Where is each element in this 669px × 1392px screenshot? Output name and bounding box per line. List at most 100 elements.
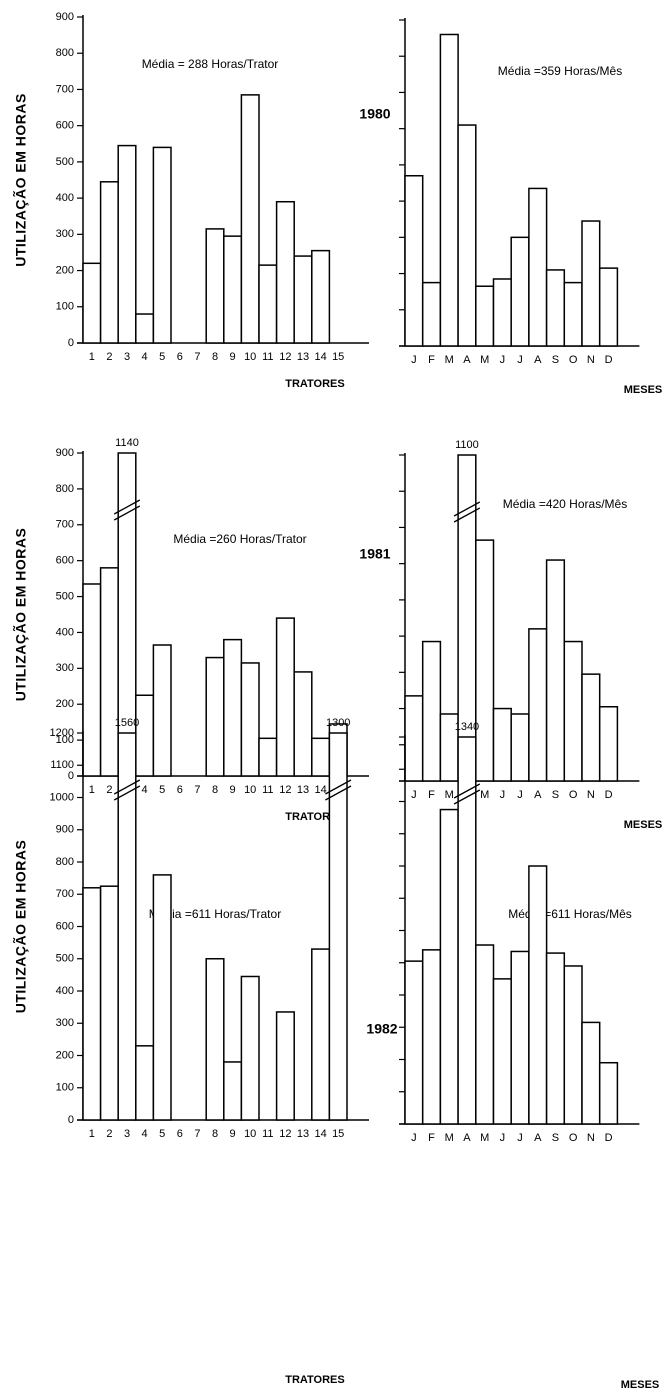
axis-break xyxy=(325,779,352,795)
bar xyxy=(510,236,530,347)
annotation: Média =611 Horas/Mês xyxy=(508,907,632,921)
y-tick-label: 900 xyxy=(56,11,74,23)
y-tick-label: 300 xyxy=(56,662,74,674)
y-tick-label: 800 xyxy=(56,47,74,59)
x-tick-label: 7 xyxy=(194,784,200,796)
bar-top xyxy=(117,732,137,734)
x-tick-label: F xyxy=(428,789,435,801)
bar xyxy=(135,1045,155,1121)
x-tick-label: 13 xyxy=(297,784,309,796)
bar xyxy=(492,707,512,782)
annotation: Média =420 Horas/Mês xyxy=(503,497,627,511)
x-tick-label: 4 xyxy=(142,784,148,796)
x-tick-label: 5 xyxy=(159,1128,165,1140)
bar xyxy=(492,278,512,347)
value-label: 1560 xyxy=(115,717,139,729)
bar xyxy=(152,644,172,777)
x-tick-label: 4 xyxy=(142,351,148,363)
x-tick-label: J xyxy=(411,789,417,801)
x-tick-label: 15 xyxy=(332,1128,344,1140)
x-tick-label: A xyxy=(534,354,542,366)
y-tick-label: 600 xyxy=(56,920,74,932)
y-axis-label: UTILIZAÇÃO EM HORAS xyxy=(12,528,29,702)
x-tick-label: M xyxy=(445,1132,454,1144)
x-tick-label: 2 xyxy=(106,351,112,363)
x-axis-label: MESES xyxy=(621,1379,660,1391)
x-tick-label: O xyxy=(569,1132,578,1144)
x-tick-label: O xyxy=(569,354,578,366)
annotation: Média =260 Horas/Trator xyxy=(173,532,306,546)
bar xyxy=(457,124,477,347)
x-tick-label: A xyxy=(463,1132,471,1144)
x-tick-label: 9 xyxy=(230,351,236,363)
x-tick-label: 13 xyxy=(297,351,309,363)
bar xyxy=(598,267,619,347)
year-label: 1981 xyxy=(359,546,390,562)
x-tick-label: J xyxy=(517,789,523,801)
x-tick-label: S xyxy=(552,1132,559,1144)
x-tick-label: 10 xyxy=(244,784,256,796)
x-tick-label: 1 xyxy=(89,1128,95,1140)
x-tick-label: F xyxy=(428,1132,435,1144)
x-tick-label: J xyxy=(517,1132,523,1144)
x-tick-label: 7 xyxy=(194,1128,200,1140)
x-tick-label: 12 xyxy=(279,351,291,363)
x-tick-label: A xyxy=(534,1132,542,1144)
x-tick-label: 2 xyxy=(106,784,112,796)
bar xyxy=(223,235,243,344)
x-tick-label: 3 xyxy=(124,351,130,363)
annotation: Média =359 Horas/Mês xyxy=(498,64,622,78)
bar xyxy=(404,175,424,347)
bar xyxy=(581,673,601,782)
x-tick-label: J xyxy=(411,1132,417,1144)
bar xyxy=(563,281,583,347)
bar xyxy=(135,694,155,777)
bar xyxy=(421,281,442,347)
x-tick-label: 10 xyxy=(244,1128,256,1140)
bar xyxy=(223,638,243,777)
y-tick-label: 800 xyxy=(56,856,74,868)
bar xyxy=(99,885,119,1121)
x-tick-label: 14 xyxy=(314,351,326,363)
bar xyxy=(404,960,424,1125)
bar xyxy=(528,628,548,782)
bar xyxy=(475,944,495,1125)
axis-break xyxy=(453,507,481,523)
bar-top xyxy=(117,452,137,454)
bar xyxy=(82,262,102,344)
bar xyxy=(492,978,512,1125)
y-tick-label: 500 xyxy=(56,156,74,168)
x-tick-label: 12 xyxy=(279,1128,291,1140)
annotation: Média =611 Horas/Trator xyxy=(149,907,281,921)
bar xyxy=(598,1061,619,1125)
bar xyxy=(475,539,495,782)
year-label: 1982 xyxy=(366,1021,397,1037)
x-tick-label: J xyxy=(500,1132,506,1144)
bar xyxy=(598,705,619,782)
x-tick-label: F xyxy=(428,354,435,366)
y-tick-label: 200 xyxy=(56,1049,74,1061)
x-tick-label: 2 xyxy=(106,1128,112,1140)
bar xyxy=(545,559,566,782)
y-tick-label: 100 xyxy=(56,301,74,313)
y-tick-label: 100 xyxy=(56,734,74,746)
y-tick-label: 500 xyxy=(56,953,74,965)
y-tick-label: 300 xyxy=(56,1017,74,1029)
bar xyxy=(205,656,225,777)
x-tick-label: 9 xyxy=(230,784,236,796)
y-tick-label: 300 xyxy=(56,228,74,240)
bar xyxy=(528,187,548,347)
x-tick-label: D xyxy=(605,1132,613,1144)
bar xyxy=(258,737,278,777)
bar xyxy=(328,733,348,1121)
bar xyxy=(439,808,459,1125)
y-tick-label: 600 xyxy=(56,120,74,132)
x-tick-label: 4 xyxy=(142,1128,148,1140)
bar xyxy=(510,713,530,782)
x-tick-label: 7 xyxy=(194,351,200,363)
bar xyxy=(82,583,102,777)
x-tick-label: 1 xyxy=(89,784,95,796)
bar xyxy=(205,958,225,1121)
x-tick-label: 8 xyxy=(212,351,218,363)
